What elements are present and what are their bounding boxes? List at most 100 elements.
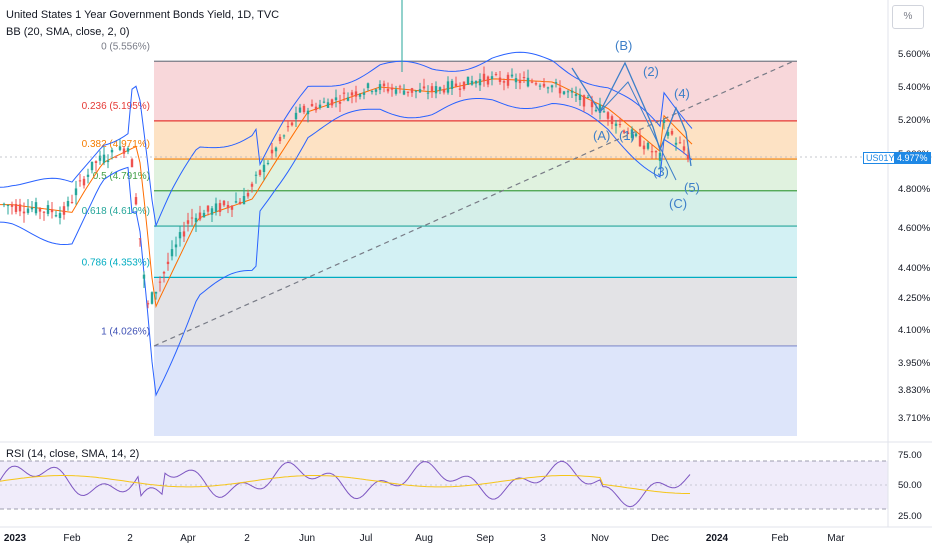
candle-body — [174, 244, 178, 248]
candle-body — [454, 83, 458, 87]
candle-body — [314, 106, 318, 111]
rsi-tick-label: 75.00 — [898, 450, 922, 461]
candle-body — [66, 200, 70, 207]
candle-body — [374, 89, 378, 92]
candle-body — [162, 272, 166, 274]
x-tick-label: 2 — [244, 533, 250, 544]
x-tick-label: 3 — [540, 533, 546, 544]
candle-body — [590, 101, 594, 108]
time-axis[interactable]: 2023 Feb 2 Apr 2 Jun Jul Aug Sep 3 Nov Dec 2024 Feb Ma… — [0, 526, 932, 544]
candle-body — [218, 203, 222, 213]
y-tick-label: 5.600% — [898, 49, 931, 60]
candle-body — [146, 303, 150, 305]
candle-body — [22, 211, 26, 214]
fib-level-label: 0.786 (4.353%) — [82, 257, 150, 268]
candle-body — [414, 90, 418, 92]
candle-body — [186, 220, 190, 224]
x-tick-label: Feb — [63, 533, 81, 544]
x-tick-label: Sep — [476, 533, 494, 544]
elliott-wave-label[interactable]: (C) — [669, 196, 687, 211]
candle-body — [334, 97, 338, 101]
elliott-wave-label[interactable]: (5) — [684, 180, 700, 195]
candle-body — [494, 73, 498, 75]
candle-body — [362, 92, 366, 95]
candle-body — [202, 212, 206, 218]
bb-indicator-label[interactable]: BB (20, SMA, close, 2, 0) — [6, 26, 130, 38]
elliott-wave-label[interactable]: (3) — [653, 164, 669, 179]
rsi-indicator-label[interactable]: RSI (14, close, SMA, 14, 2) — [6, 448, 140, 460]
fib-level-label: 0.5 (4.791%) — [93, 171, 150, 182]
candle-body — [130, 159, 134, 168]
candle-body — [438, 87, 442, 91]
candle-body — [686, 154, 690, 160]
candle-body — [14, 204, 18, 212]
x-tick-label: Dec — [651, 533, 669, 544]
candle-body — [622, 130, 626, 133]
candle-body — [38, 208, 42, 212]
elliott-wave-label[interactable]: (B) — [615, 38, 632, 53]
fib-zone — [154, 277, 797, 347]
candle-body — [122, 148, 126, 154]
x-tick-label: 2024 — [706, 533, 729, 544]
candle-body — [634, 133, 638, 137]
candle-body — [566, 91, 570, 93]
candle-body — [442, 89, 446, 93]
elliott-wave-label[interactable]: (A) — [593, 128, 610, 143]
candle-body — [230, 205, 234, 210]
candle-body — [474, 81, 478, 84]
elliott-wave-path[interactable] — [571, 61, 692, 167]
candle-body — [278, 136, 282, 142]
candle-body — [446, 81, 450, 93]
scale-percent-button[interactable]: % — [892, 5, 924, 29]
candle-body — [258, 170, 262, 175]
elliott-wave-label[interactable]: (4) — [674, 86, 690, 101]
candle-body — [370, 91, 374, 93]
candle-body — [354, 91, 358, 97]
candle-body — [62, 206, 66, 215]
y-tick-label: 4.400% — [898, 263, 931, 274]
price-axis[interactable]: 5.600%5.400%5.200%5.000%4.800%4.600%4.40… — [887, 0, 931, 442]
candle-body — [346, 97, 350, 101]
bb-lower-line — [0, 98, 693, 397]
candle-body — [678, 142, 682, 144]
candle-body — [606, 112, 610, 119]
chart-title: United States 1 Year Government Bonds Yi… — [6, 9, 280, 21]
candle-body — [602, 111, 606, 113]
candle-body — [298, 107, 302, 113]
y-tick-label: 4.100% — [898, 325, 931, 336]
fibonacci-retracement[interactable]: 0 (5.556%) 0.236 (5.195%) 0.382 (4.971%) 0.… — [82, 41, 797, 436]
candle-body — [342, 92, 346, 94]
candle-body — [450, 80, 454, 90]
candle-body — [502, 81, 506, 83]
candle-body — [382, 83, 386, 87]
rsi-tick-label: 25.00 — [898, 511, 922, 522]
elliott-wave-label[interactable]: (1) — [619, 128, 635, 143]
candle-body — [266, 162, 270, 164]
elliott-wave-path-abc[interactable] — [599, 81, 677, 181]
candle-body — [306, 110, 310, 115]
candle-body — [546, 87, 550, 89]
fib-level-label: 1 (4.026%) — [101, 326, 150, 337]
bb-upper-line — [0, 51, 693, 228]
candle-body — [30, 207, 34, 210]
candle-body — [154, 291, 158, 294]
x-tick-label: Jun — [299, 533, 315, 544]
y-tick-label: 3.830% — [898, 385, 931, 396]
y-tick-label: 5.200% — [898, 115, 931, 126]
elliott-wave-label[interactable]: (2) — [643, 64, 659, 79]
candle-body — [586, 97, 590, 99]
candle-body — [538, 85, 542, 87]
candle-body — [610, 116, 614, 124]
candle-body — [626, 132, 630, 135]
candle-body — [302, 105, 306, 113]
candle-body — [270, 149, 274, 154]
candle-body — [142, 274, 146, 279]
candle-body — [250, 183, 254, 187]
rsi-pane: 75.00 50.00 25.00 — [0, 442, 922, 527]
candle-body — [6, 205, 10, 207]
candle-body — [350, 92, 354, 96]
candle-body — [150, 292, 154, 304]
x-tick-label: Aug — [415, 533, 433, 544]
candle-body — [138, 238, 142, 240]
candle-body — [486, 76, 490, 85]
